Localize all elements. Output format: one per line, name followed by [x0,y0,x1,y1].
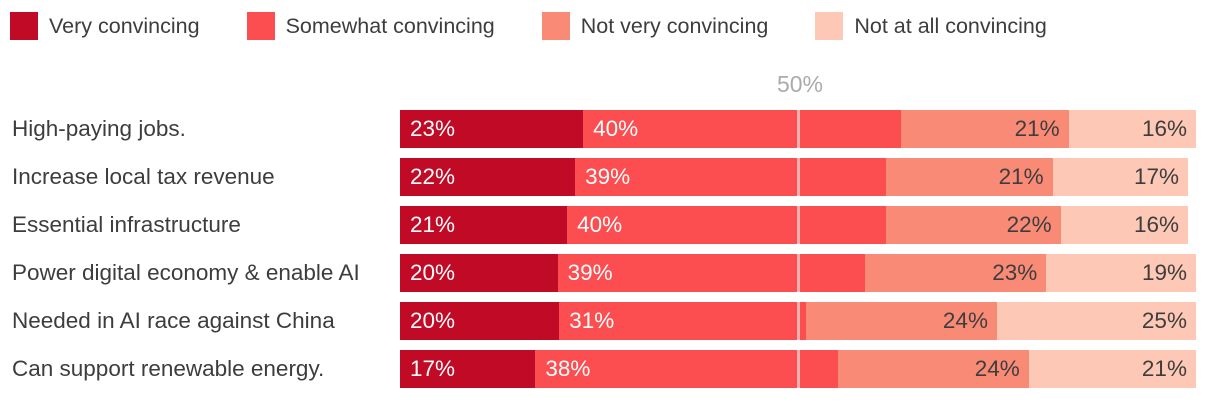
bar-segment: 22% [885,206,1061,244]
bar-segment: 21% [885,158,1053,196]
bar-segment: 22% [400,158,576,196]
bar-segment: 25% [996,302,1196,340]
legend-item: Somewhat convincing [246,12,495,40]
chart-row: High-paying jobs. 23% 40% 21% 16% [0,110,1220,148]
bar-segment: 40% [567,206,886,244]
legend-item-label: Very convincing [49,13,200,38]
bar-segment: 39% [557,254,865,292]
row-label: Power digital economy & enable AI [12,260,360,285]
bar-segment: 21% [400,206,568,244]
chart-row: Needed in AI race against China 20% 31% 24%… [0,302,1220,340]
bar-segment: 23% [864,254,1047,292]
legend-item-label: Not very convincing [580,13,769,38]
stacked-bar: 21% 40% 22% 16% [400,206,1196,244]
bar-segment: 16% [1060,206,1189,244]
stacked-bar: 22% 39% 21% 17% [400,158,1196,196]
bar-segment: 20% [400,302,560,340]
legend-swatch-icon [541,12,570,40]
chart-row: Power digital economy & enable AI 20% 39% 2… [0,254,1220,292]
bar-segment: 16% [1068,110,1196,148]
bar-segment: 24% [837,350,1029,388]
chart-row: Essential infrastructure 21% 40% 22% 16% [0,206,1220,244]
legend-item-label: Somewhat convincing [285,13,495,38]
stacked-bar: 17% 38% 24% 21% [400,350,1196,388]
row-label: High-paying jobs. [12,116,186,141]
bar-segment: 19% [1046,254,1197,292]
bar-segment: 38% [535,350,838,388]
chart-row: Can support renewable energy. 17% 38% 24% 21… [0,350,1220,388]
legend-swatch-icon [815,12,844,40]
bar-segment: 24% [805,302,997,340]
bar-segment: 23% [400,110,584,148]
bar-segment: 20% [400,254,558,292]
stacked-bar-chart: High-paying jobs. 23% 40% 21% 16% Increase lo… [0,110,1220,398]
legend-item: Not very convincing [541,12,769,40]
stacked-bar: 20% 31% 24% 25% [400,302,1196,340]
bar-segment: 21% [901,110,1069,148]
gridline-label-50: 50% [776,71,824,97]
legend-swatch-icon [246,12,275,40]
stacked-bar: 20% 39% 23% 19% [400,254,1197,292]
stacked-bar: 23% 40% 21% 16% [400,110,1196,148]
chart-row: Increase local tax revenue 22% 39% 21% 17% [0,158,1220,196]
bar-segment: 17% [400,350,536,388]
row-label: Essential infrastructure [12,212,241,237]
legend-item: Very convincing [10,12,200,40]
row-label: Can support renewable energy. [12,356,325,381]
bar-segment: 21% [1028,350,1196,388]
bar-segment: 39% [575,158,886,196]
legend-item-label: Not at all convincing [854,13,1047,38]
bar-segment: 17% [1052,158,1189,196]
bar-segment: 40% [583,110,902,148]
legend-swatch-icon [10,12,38,40]
legend-item: Not at all convincing [815,12,1047,40]
row-label: Increase local tax revenue [12,164,275,189]
bar-segment: 31% [559,302,806,340]
legend: Very convincing Somewhat convincing Not ve… [10,12,1094,40]
row-label: Needed in AI race against China [12,308,335,333]
